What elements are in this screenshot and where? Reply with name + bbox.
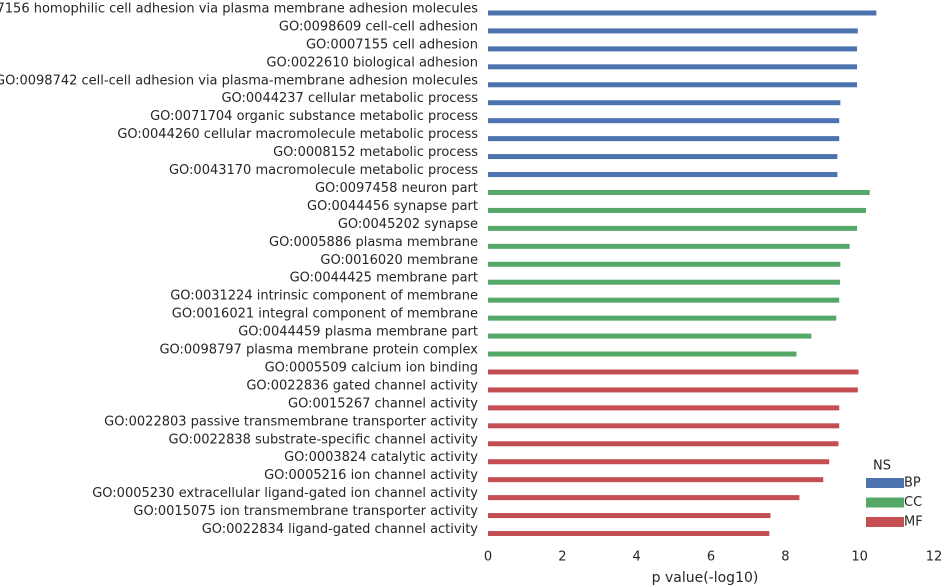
category-label: GO:0071704 organic substance metabolic p… bbox=[150, 109, 478, 124]
category-label: GO:0044237 cellular metabolic process bbox=[221, 91, 478, 106]
x-tick-label: 4 bbox=[633, 550, 641, 565]
category-label: GO:0098609 cell-cell adhesion bbox=[279, 19, 478, 34]
bar-cc bbox=[488, 207, 866, 213]
bar-cc bbox=[488, 225, 858, 231]
legend-swatch-cc bbox=[866, 497, 904, 508]
category-label: GO:0044459 plasma membrane part bbox=[238, 325, 478, 340]
bar-mf bbox=[488, 531, 770, 537]
bar-mf bbox=[488, 423, 840, 429]
category-label: GO:0031224 intrinsic component of membra… bbox=[170, 289, 478, 304]
bar-cc bbox=[488, 315, 837, 321]
category-label: GO:0044456 synapse part bbox=[307, 199, 478, 214]
category-label: GO:0015075 ion transmembrane transporter… bbox=[133, 504, 478, 519]
category-label: GO:0005216 ion channel activity bbox=[264, 468, 478, 483]
bar-mf bbox=[488, 477, 824, 483]
bar-cc bbox=[488, 189, 870, 195]
category-label: GO:0005886 plasma membrane bbox=[269, 235, 478, 250]
bar-bp bbox=[488, 118, 840, 124]
category-labels: GO:0007156 homophilic cell adhesion via … bbox=[0, 1, 478, 537]
bar-bp bbox=[488, 82, 858, 88]
bar-cc bbox=[488, 261, 841, 267]
category-label: GO:0016021 integral component of membran… bbox=[172, 307, 478, 322]
category-label: GO:0015267 channel activity bbox=[288, 396, 478, 411]
category-label: GO:0098797 plasma membrane protein compl… bbox=[159, 343, 478, 358]
category-label: GO:0022610 biological adhesion bbox=[266, 55, 478, 70]
category-label: GO:0097458 neuron part bbox=[315, 181, 478, 196]
legend-label-cc: CC bbox=[904, 495, 922, 510]
bar-mf bbox=[488, 387, 858, 393]
bars bbox=[488, 10, 877, 537]
x-tick-label: 6 bbox=[707, 550, 715, 565]
category-label: GO:0016020 membrane bbox=[320, 253, 478, 268]
category-label: GO:0005230 extracellular ligand-gated io… bbox=[92, 486, 478, 501]
category-label: GO:0044425 membrane part bbox=[290, 271, 478, 286]
x-tick-label: 0 bbox=[484, 550, 492, 565]
bar-bp bbox=[488, 46, 858, 52]
bar-mf bbox=[488, 441, 839, 447]
bar-bp bbox=[488, 100, 841, 106]
category-label: GO:0003824 catalytic activity bbox=[284, 450, 478, 465]
category-label: GO:0022834 ligand-gated channel activity bbox=[202, 522, 479, 537]
legend-swatch-mf bbox=[866, 517, 904, 527]
bar-cc bbox=[488, 351, 797, 357]
x-tick-label: 10 bbox=[851, 550, 868, 565]
bar-bp bbox=[488, 136, 840, 142]
category-label: GO:0045202 synapse bbox=[338, 217, 478, 232]
category-label: GO:0007155 cell adhesion bbox=[306, 37, 478, 52]
x-tick-label: 8 bbox=[781, 550, 789, 565]
legend-label-mf: MF bbox=[904, 515, 923, 530]
category-label: GO:0044260 cellular macromolecule metabo… bbox=[117, 127, 478, 142]
x-axis-ticks: 0 2 4 6 8 10 12 bbox=[484, 550, 942, 565]
legend-label-bp: BP bbox=[904, 476, 921, 491]
bar-mf bbox=[488, 369, 859, 375]
category-label: GO:0007156 homophilic cell adhesion via … bbox=[0, 1, 478, 16]
bar-mf bbox=[488, 513, 771, 519]
category-label: GO:0022838 substrate-specific channel ac… bbox=[169, 432, 479, 447]
bar-bp bbox=[488, 154, 838, 160]
category-label: GO:0043170 macromolecule metabolic proce… bbox=[169, 163, 478, 178]
legend-swatch-bp bbox=[866, 478, 904, 488]
bar-cc bbox=[488, 333, 812, 339]
bar-mf bbox=[488, 495, 800, 501]
x-tick-label: 2 bbox=[558, 550, 566, 565]
bar-cc bbox=[488, 243, 850, 249]
bar-bp bbox=[488, 64, 858, 70]
category-label: GO:0022803 passive transmembrane transpo… bbox=[104, 414, 478, 429]
category-label: GO:0022836 gated channel activity bbox=[246, 378, 478, 393]
bar-bp bbox=[488, 28, 858, 34]
bar-mf bbox=[488, 405, 840, 411]
category-label: GO:0098742 cell-cell adhesion via plasma… bbox=[0, 73, 478, 88]
category-label: GO:0008152 metabolic process bbox=[273, 145, 478, 160]
bar-bp bbox=[488, 172, 838, 178]
bar-cc bbox=[488, 297, 840, 303]
bar-bp bbox=[488, 10, 877, 16]
x-axis-title: p value(-log10) bbox=[652, 570, 759, 586]
legend: NS BP CC MF bbox=[866, 459, 923, 530]
bar-mf bbox=[488, 459, 830, 465]
category-label: GO:0005509 calcium ion binding bbox=[265, 360, 478, 375]
bar-cc bbox=[488, 279, 840, 285]
legend-title: NS bbox=[873, 459, 891, 474]
x-tick-label: 12 bbox=[926, 550, 943, 565]
